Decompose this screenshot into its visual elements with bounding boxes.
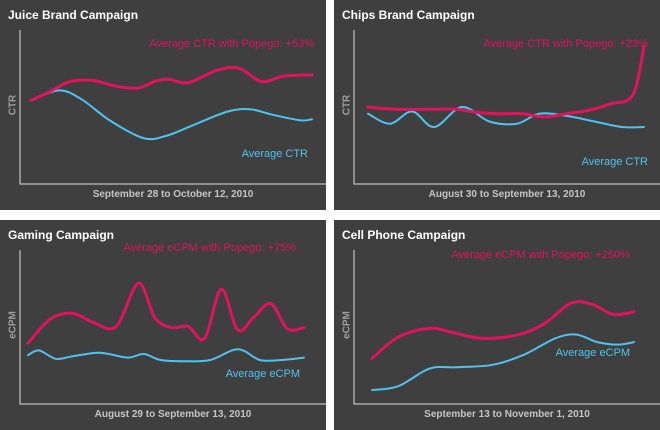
y-axis-label: CTR	[7, 94, 19, 116]
chart-title: Chips Brand Campaign	[342, 8, 475, 22]
chart-panel-cellphone: Cell Phone Campaign eCPM September 13 to…	[334, 220, 660, 430]
baseline-series-label: Average eCPM	[225, 368, 300, 380]
y-axis-label: CTR	[341, 94, 353, 116]
popego-series-label: Average CTR with Popego: +23%	[483, 38, 648, 50]
x-axis-label: August 29 to September 13, 2010	[94, 409, 252, 420]
popego-series-label: Average eCPM with Popego: +75%	[123, 242, 296, 254]
chart-panel-chips: Chips Brand Campaign CTR August 30 to Se…	[334, 0, 660, 210]
popego-series-line	[29, 65, 314, 102]
baseline-series-label: Average CTR	[581, 156, 648, 168]
chart-axes	[353, 30, 660, 185]
baseline-series-label: Average eCPM	[555, 347, 630, 359]
baseline-series-line	[30, 89, 313, 141]
baseline-series-label: Average CTR	[241, 148, 308, 160]
chart-title: Juice Brand Campaign	[8, 8, 139, 22]
baseline-series-line	[371, 333, 635, 391]
chart-panel-gaming: Gaming Campaign eCPM August 29 to Septem…	[0, 220, 326, 430]
popego-series-label: Average eCPM with Popego: +250%	[451, 249, 630, 261]
chart-axes	[19, 250, 326, 405]
chart-plot	[353, 250, 660, 405]
baseline-series-line	[27, 348, 305, 363]
chart-title: Cell Phone Campaign	[342, 228, 466, 242]
chart-title: Gaming Campaign	[8, 228, 115, 242]
x-axis-label: September 28 to October 12, 2010	[92, 189, 254, 200]
chart-panel-juice: Juice Brand Campaign CTR September 28 to…	[0, 0, 326, 210]
baseline-series-line	[367, 106, 645, 129]
popego-series-line	[26, 281, 306, 345]
x-axis-label: August 30 to September 13, 2010	[428, 189, 586, 200]
chart-plot	[19, 250, 326, 405]
x-axis-label: September 13 to November 1, 2010	[424, 409, 590, 420]
y-axis-label: eCPM	[341, 311, 353, 339]
chart-plot	[19, 30, 326, 185]
popego-series-line	[366, 44, 646, 119]
y-axis-label: eCPM	[7, 311, 19, 339]
popego-series-label: Average CTR with Popego: +53%	[149, 38, 314, 50]
chart-axes	[353, 250, 660, 405]
chart-plot	[353, 30, 660, 185]
chart-axes	[19, 30, 326, 185]
popego-series-line	[370, 300, 636, 360]
